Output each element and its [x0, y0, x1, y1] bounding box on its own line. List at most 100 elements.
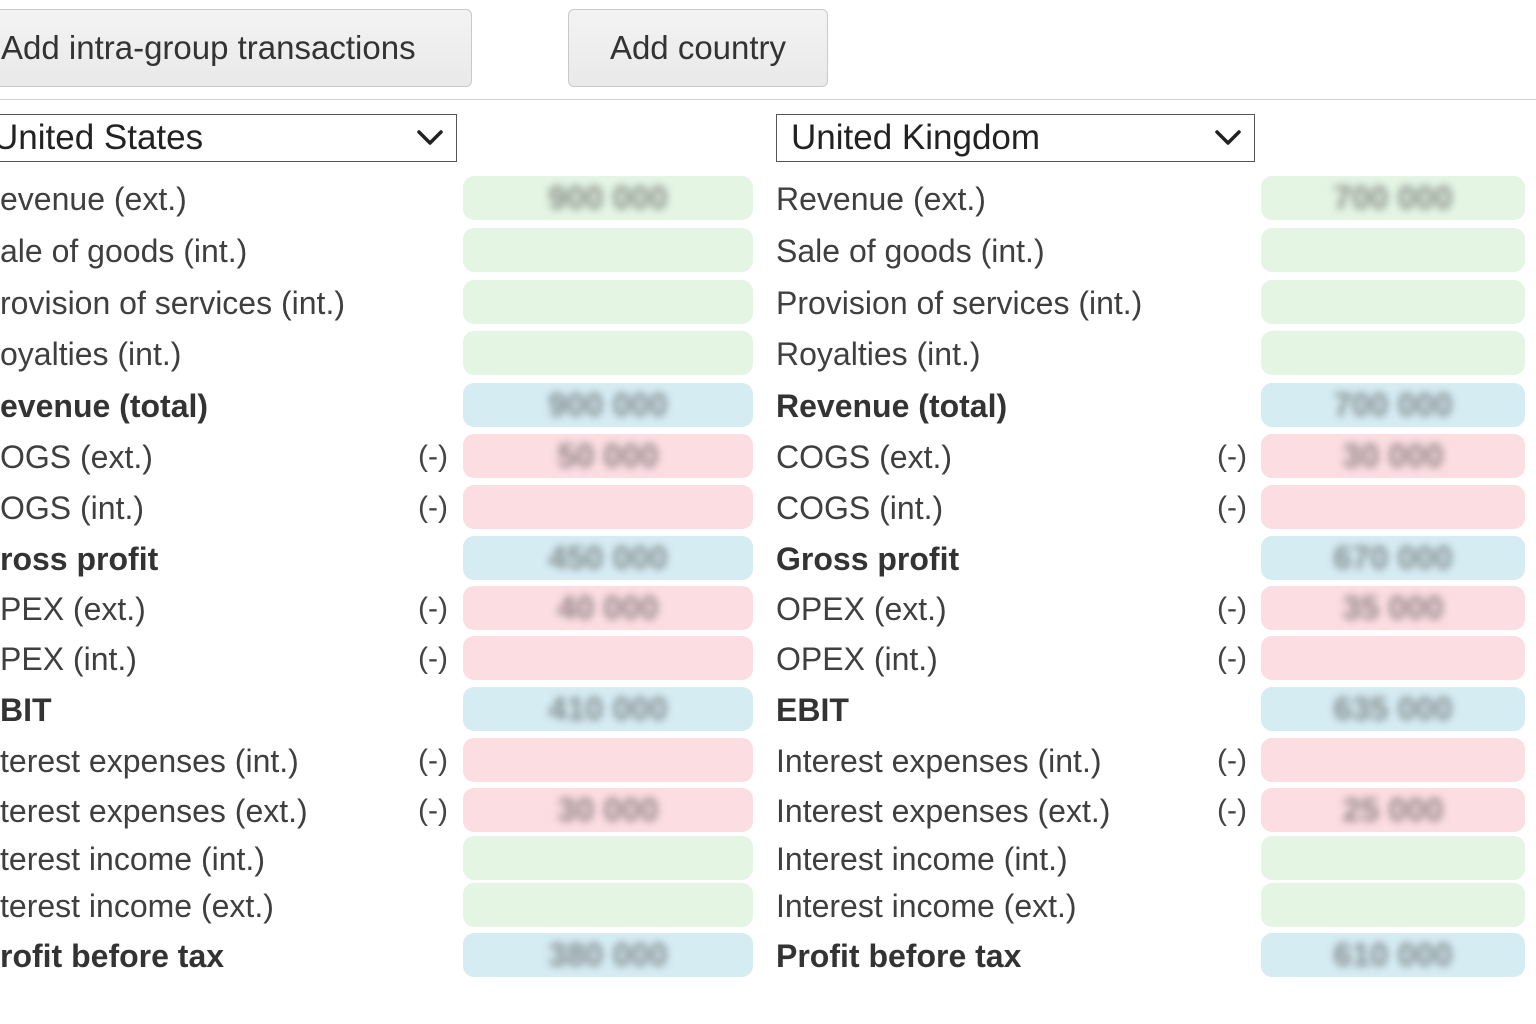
pnl-row: terest expenses (ext.) (-) 30 000	[0, 788, 1536, 834]
amount-field[interactable]	[463, 836, 753, 880]
pnl-row: BIT 410 000	[0, 687, 1536, 733]
pnl-row: Interest income (ext.)	[0, 883, 1536, 929]
row-label: Revenue (ext.)	[776, 181, 986, 217]
row-label: evenue (total)	[0, 388, 209, 424]
chevron-down-icon	[1215, 130, 1241, 145]
minus-sign-indicator: (-)	[418, 744, 448, 777]
amount-field[interactable]: 410 000	[463, 687, 753, 731]
row-label: PEX (int.)	[0, 641, 137, 677]
amount-field[interactable]	[463, 331, 753, 375]
row-label: ale of goods (int.)	[0, 233, 248, 269]
toolbar: Add intra-group transactions Add country	[0, 0, 1536, 100]
amount-field[interactable]: 35 000	[1261, 586, 1525, 630]
amount-field[interactable]: 610 000	[1261, 933, 1525, 977]
pnl-row: evenue (ext.) 900 000	[0, 176, 1536, 222]
amount-field[interactable]: 30 000	[1261, 434, 1525, 478]
amount-field[interactable]: 700 000	[1261, 176, 1525, 220]
row-label: COGS (ext.)	[776, 439, 953, 475]
minus-sign-indicator: (-)	[418, 592, 448, 625]
chevron-down-icon	[417, 130, 443, 145]
pnl-row: ross profit 450 000	[0, 536, 1536, 582]
row-label: terest income (ext.)	[0, 888, 274, 924]
row-label: terest expenses (int.)	[0, 743, 299, 779]
row-label: OPEX (ext.)	[776, 591, 947, 627]
amount-value: 25 000	[1342, 791, 1444, 828]
row-label: PEX (ext.)	[0, 591, 146, 627]
amount-field[interactable]	[1261, 228, 1525, 272]
amount-field[interactable]	[463, 738, 753, 782]
amount-field[interactable]: 700 000	[1261, 383, 1525, 427]
amount-value: 450 000	[548, 539, 668, 576]
pnl-row: Provision of services (int.)	[0, 280, 1536, 326]
minus-sign-indicator: (-)	[1217, 794, 1247, 827]
pnl-row: Interest income (int.)	[0, 836, 1536, 882]
amount-field[interactable]: 900 000	[463, 383, 753, 427]
amount-field[interactable]: 900 000	[463, 176, 753, 220]
amount-field[interactable]	[1261, 636, 1525, 680]
amount-field[interactable]: 40 000	[463, 586, 753, 630]
minus-sign-indicator: (-)	[418, 794, 448, 827]
amount-value: 670 000	[1333, 539, 1453, 576]
amount-field[interactable]	[1261, 883, 1525, 927]
pnl-row: rofit before tax 380 000	[0, 933, 1536, 979]
minus-sign-indicator: (-)	[418, 440, 448, 473]
country-select-value: United States	[0, 118, 204, 157]
row-label: terest income (int.)	[0, 841, 265, 877]
pnl-row: OGS (ext.) (-) 50 000	[0, 434, 1536, 480]
pnl-row: oyalties (int.)	[0, 331, 1536, 377]
country-select-us[interactable]: United States	[0, 114, 457, 162]
amount-field[interactable]: 25 000	[1261, 788, 1525, 832]
amount-field[interactable]	[463, 280, 753, 324]
country-select-value: United Kingdom	[791, 118, 1041, 157]
pnl-row: Interest expenses (int.) (-)	[0, 738, 1536, 784]
pnl-row: COGS (ext.) (-) 30 000	[0, 434, 1536, 480]
amount-field[interactable]: 30 000	[463, 788, 753, 832]
row-label: Provision of services (int.)	[776, 285, 1143, 321]
row-label: Interest expenses (ext.)	[776, 793, 1111, 829]
add-intra-group-transactions-button[interactable]: Add intra-group transactions	[0, 9, 472, 87]
amount-field[interactable]	[463, 485, 753, 529]
row-label: OPEX (int.)	[776, 641, 938, 677]
pnl-row: Gross profit 670 000	[0, 536, 1536, 582]
pnl-row: ale of goods (int.)	[0, 228, 1536, 274]
minus-sign-indicator: (-)	[1217, 592, 1247, 625]
pnl-row: terest expenses (int.) (-)	[0, 738, 1536, 784]
amount-field[interactable]: 380 000	[463, 933, 753, 977]
row-label: Royalties (int.)	[776, 336, 981, 372]
amount-field[interactable]: 635 000	[1261, 687, 1525, 731]
row-label: Gross profit	[776, 541, 960, 577]
row-label: Revenue (total)	[776, 388, 1008, 424]
row-label: terest expenses (ext.)	[0, 793, 308, 829]
amount-field[interactable]: 50 000	[463, 434, 753, 478]
add-country-button[interactable]: Add country	[568, 9, 828, 87]
amount-value: 900 000	[548, 386, 668, 423]
amount-field[interactable]	[463, 636, 753, 680]
amount-field[interactable]	[463, 883, 753, 927]
row-label: Interest income (ext.)	[776, 888, 1077, 924]
amount-field[interactable]	[463, 228, 753, 272]
amount-field[interactable]	[1261, 331, 1525, 375]
row-label: Interest expenses (int.)	[776, 743, 1102, 779]
pnl-row: terest income (int.)	[0, 836, 1536, 882]
country-select-uk[interactable]: United Kingdom	[776, 114, 1255, 162]
row-label: OGS (ext.)	[0, 439, 153, 475]
pnl-row: Sale of goods (int.)	[0, 228, 1536, 274]
row-label: EBIT	[776, 692, 849, 728]
amount-field[interactable]	[1261, 280, 1525, 324]
amount-field[interactable]	[1261, 738, 1525, 782]
amount-value: 30 000	[1342, 437, 1444, 474]
row-label: Interest income (int.)	[776, 841, 1068, 877]
minus-sign-indicator: (-)	[1217, 491, 1247, 524]
amount-field[interactable]	[1261, 485, 1525, 529]
amount-value: 700 000	[1333, 179, 1453, 216]
amount-field[interactable]: 670 000	[1261, 536, 1525, 580]
amount-field[interactable]	[1261, 836, 1525, 880]
pnl-row: evenue (total) 900 000	[0, 383, 1536, 429]
pnl-row: EBIT 635 000	[0, 687, 1536, 733]
amount-field[interactable]: 450 000	[463, 536, 753, 580]
amount-value: 40 000	[557, 589, 659, 626]
row-label: OGS (int.)	[0, 490, 145, 526]
amount-value: 35 000	[1342, 589, 1444, 626]
row-label: Profit before tax	[776, 938, 1022, 974]
